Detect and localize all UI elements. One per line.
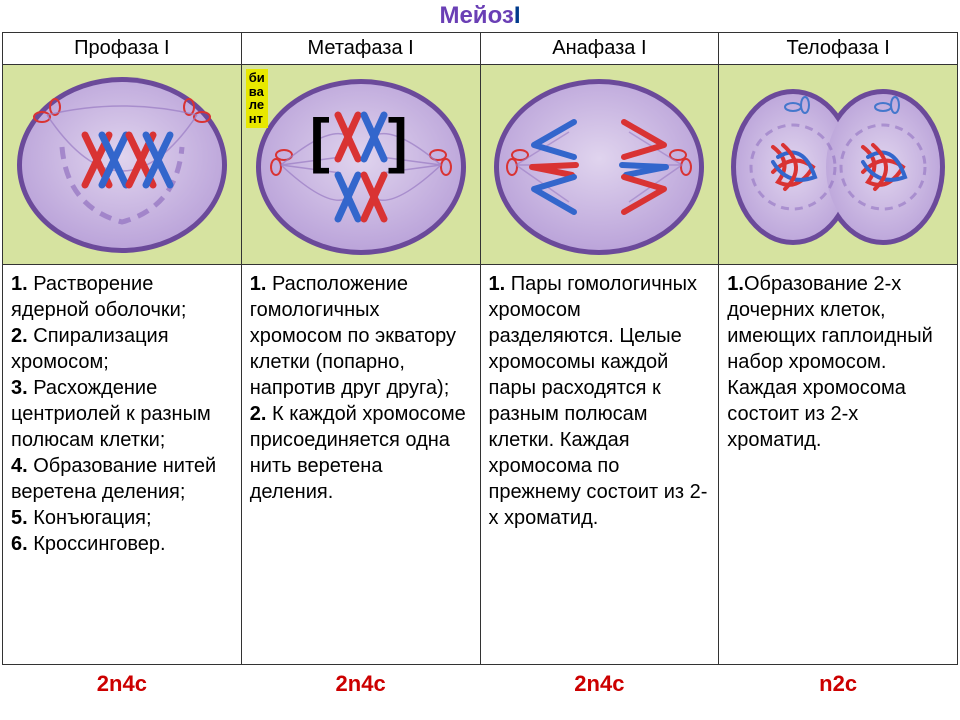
telophase-svg [723,67,953,262]
header-anaphase: Анафаза I [480,33,719,65]
prophase-svg [7,67,237,262]
description-row: 1. Растворение ядерной оболочки; 2. Спир… [3,265,958,665]
header-metaphase: Метафаза I [241,33,480,65]
diagram-telophase [719,65,958,265]
anaphase-svg [484,67,714,262]
page-title: МейозI [0,0,960,32]
desc-metaphase: 1. Расположение гомологичных хромосом по… [241,265,480,665]
diagram-anaphase [480,65,719,265]
formula-row: 2n4c 2n4c 2n4c n2c [3,665,958,698]
formula-telophase: n2c [719,665,958,698]
formula-anaphase: 2n4c [480,665,719,698]
diagram-prophase [3,65,242,265]
bivalent-label: бивалент [246,69,268,128]
header-row: Профаза I Метафаза I Анафаза I Телофаза … [3,33,958,65]
desc-anaphase: 1. Пары гомологичных хромосом разделяютс… [480,265,719,665]
diagram-row: бивалент [3,65,958,265]
meiosis-table: Профаза I Метафаза I Анафаза I Телофаза … [2,32,958,697]
desc-prophase: 1. Растворение ядерной оболочки; 2. Спир… [3,265,242,665]
header-telophase: Телофаза I [719,33,958,65]
metaphase-svg [246,67,476,262]
diagram-metaphase: бивалент [241,65,480,265]
formula-metaphase: 2n4c [241,665,480,698]
header-prophase: Профаза I [3,33,242,65]
formula-prophase: 2n4c [3,665,242,698]
desc-telophase: 1.Образование 2-х дочерних клеток, имеющ… [719,265,958,665]
title-a: МейозI [439,2,520,29]
